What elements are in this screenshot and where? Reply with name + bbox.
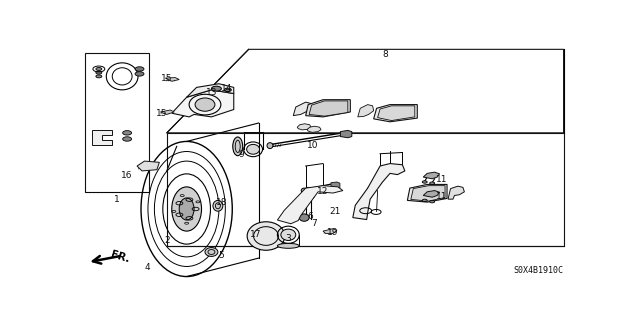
Text: 2: 2: [164, 236, 170, 245]
Ellipse shape: [205, 248, 218, 256]
Polygon shape: [172, 90, 234, 117]
Circle shape: [211, 86, 221, 91]
Circle shape: [123, 131, 132, 135]
Circle shape: [123, 137, 132, 141]
Circle shape: [225, 88, 231, 92]
Circle shape: [429, 182, 435, 184]
Ellipse shape: [195, 98, 215, 111]
Polygon shape: [408, 184, 447, 202]
Text: 4: 4: [144, 263, 150, 272]
Polygon shape: [423, 172, 440, 179]
Text: S0X4B1910C: S0X4B1910C: [513, 266, 564, 275]
Text: 5: 5: [218, 251, 224, 260]
Text: 16: 16: [122, 171, 133, 180]
Polygon shape: [378, 106, 415, 121]
Text: 1: 1: [115, 195, 120, 204]
Polygon shape: [187, 84, 234, 97]
Text: 12: 12: [317, 187, 329, 196]
Text: 11: 11: [436, 175, 448, 184]
Text: 21: 21: [330, 207, 341, 216]
Circle shape: [135, 72, 144, 76]
Circle shape: [96, 75, 102, 78]
Text: 3: 3: [285, 234, 291, 243]
Ellipse shape: [281, 229, 296, 241]
Ellipse shape: [213, 200, 223, 211]
Ellipse shape: [233, 137, 243, 156]
Polygon shape: [293, 102, 312, 116]
Polygon shape: [297, 124, 311, 130]
Ellipse shape: [305, 187, 311, 192]
Text: 18: 18: [216, 198, 227, 207]
Text: 15: 15: [161, 74, 173, 83]
Text: 9: 9: [238, 151, 244, 160]
Circle shape: [135, 67, 144, 71]
Text: 6: 6: [308, 212, 314, 221]
Polygon shape: [411, 186, 445, 201]
Bar: [85, 53, 150, 192]
Circle shape: [429, 200, 435, 203]
Ellipse shape: [267, 143, 273, 149]
Polygon shape: [340, 130, 352, 138]
Ellipse shape: [301, 188, 307, 193]
Text: 13: 13: [205, 88, 217, 97]
Polygon shape: [423, 190, 440, 197]
Polygon shape: [137, 161, 159, 171]
Text: FR.: FR.: [110, 249, 131, 264]
Text: 19: 19: [327, 228, 339, 237]
Circle shape: [96, 71, 102, 74]
Polygon shape: [448, 186, 465, 199]
Circle shape: [422, 199, 428, 202]
Ellipse shape: [172, 187, 202, 231]
Ellipse shape: [246, 145, 260, 154]
Ellipse shape: [300, 214, 309, 221]
Polygon shape: [306, 100, 350, 117]
Circle shape: [96, 68, 102, 70]
Text: 17: 17: [250, 230, 262, 239]
Polygon shape: [358, 105, 374, 117]
Polygon shape: [331, 182, 340, 189]
Polygon shape: [323, 229, 337, 234]
Polygon shape: [161, 110, 174, 115]
Polygon shape: [309, 101, 348, 116]
Polygon shape: [92, 130, 112, 145]
Polygon shape: [353, 164, 405, 219]
Ellipse shape: [247, 222, 285, 250]
Text: 14: 14: [221, 84, 232, 93]
Text: 11: 11: [436, 192, 448, 201]
Ellipse shape: [277, 243, 300, 248]
Polygon shape: [307, 126, 321, 132]
Ellipse shape: [179, 198, 194, 220]
Text: 7: 7: [311, 219, 317, 228]
Polygon shape: [374, 105, 417, 122]
Text: 8: 8: [382, 50, 388, 59]
Text: 15: 15: [156, 109, 168, 118]
Circle shape: [422, 181, 428, 183]
Polygon shape: [277, 186, 343, 224]
Polygon shape: [165, 78, 179, 81]
Text: 10: 10: [307, 141, 319, 150]
